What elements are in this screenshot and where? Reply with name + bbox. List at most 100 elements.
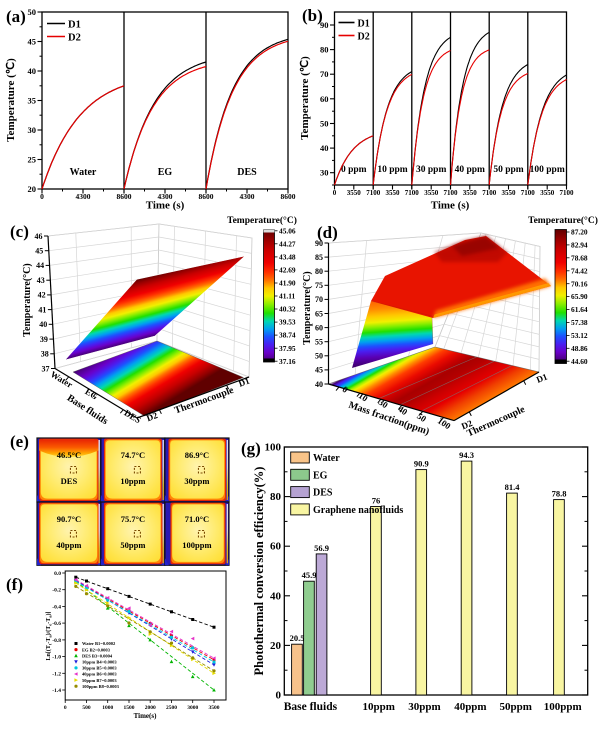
- svg-text:45.9: 45.9: [302, 570, 317, 580]
- svg-text:40: 40: [320, 143, 329, 153]
- svg-text:80: 80: [320, 45, 329, 55]
- svg-text:-0.2: -0.2: [52, 588, 61, 594]
- svg-text:3550: 3550: [424, 189, 439, 197]
- svg-text:50 ppm: 50 ppm: [493, 165, 523, 175]
- svg-text:0: 0: [333, 189, 337, 197]
- svg-text:-0.6: -0.6: [52, 621, 61, 627]
- svg-text:42: 42: [38, 291, 46, 300]
- svg-text:8600: 8600: [117, 192, 132, 201]
- svg-text:25: 25: [28, 155, 37, 165]
- svg-text:Temperature(°C): Temperature(°C): [302, 271, 313, 344]
- svg-text:DES: DES: [313, 488, 333, 499]
- svg-text:65.90: 65.90: [571, 292, 588, 301]
- svg-text:40ppm: 40ppm: [56, 540, 81, 550]
- svg-text:75: 75: [315, 281, 323, 290]
- svg-text:7100: 7100: [560, 189, 575, 197]
- svg-text:50: 50: [315, 352, 323, 361]
- svg-text:45: 45: [315, 366, 323, 375]
- svg-text:80: 80: [315, 267, 323, 276]
- svg-text:0: 0: [276, 690, 282, 702]
- svg-text:10 ppm: 10 ppm: [377, 165, 407, 175]
- svg-text:4300: 4300: [158, 192, 173, 201]
- svg-text:39: 39: [40, 335, 48, 344]
- svg-text:DES: DES: [237, 167, 257, 178]
- svg-text:70: 70: [320, 69, 329, 79]
- svg-text:10ppm B4=0.0003: 10ppm B4=0.0003: [82, 660, 117, 665]
- svg-text:EG: EG: [313, 470, 328, 481]
- svg-text:7100: 7100: [444, 189, 459, 197]
- svg-text:3000: 3000: [187, 705, 198, 711]
- svg-text:7100: 7100: [482, 189, 497, 197]
- svg-text:40 ppm: 40 ppm: [455, 165, 485, 175]
- svg-text:42.69: 42.69: [279, 266, 296, 275]
- svg-text:DES: DES: [61, 476, 78, 486]
- svg-text:Time (s): Time (s): [146, 200, 185, 212]
- svg-text:8600: 8600: [199, 192, 214, 201]
- svg-text:7100: 7100: [405, 189, 420, 197]
- svg-text:-1.2: -1.2: [52, 671, 61, 677]
- svg-text:30: 30: [28, 125, 37, 135]
- svg-text:39.53: 39.53: [279, 318, 296, 327]
- svg-text:1000: 1000: [102, 705, 113, 711]
- svg-text:38.74: 38.74: [279, 331, 296, 340]
- svg-text:90: 90: [320, 20, 329, 30]
- svg-text:50ppm: 50ppm: [120, 540, 145, 550]
- svg-text:76: 76: [372, 496, 381, 506]
- svg-text:3550: 3550: [386, 189, 401, 197]
- svg-text:75.7°C: 75.7°C: [121, 514, 145, 524]
- svg-text:100: 100: [265, 442, 282, 454]
- svg-text:Temperature (℃): Temperature (℃): [299, 56, 311, 140]
- svg-text:7100: 7100: [521, 189, 536, 197]
- svg-text:D2: D2: [358, 32, 370, 43]
- svg-text:56.9: 56.9: [314, 543, 329, 553]
- svg-text:8600: 8600: [281, 192, 296, 201]
- svg-text:40: 40: [28, 66, 37, 76]
- svg-text:1500: 1500: [124, 705, 135, 711]
- svg-text:30: 30: [320, 168, 329, 178]
- svg-text:65: 65: [315, 309, 323, 318]
- svg-text:0.0: 0.0: [54, 571, 61, 577]
- svg-text:81.4: 81.4: [505, 482, 521, 492]
- svg-text:30ppm B5=0.0003: 30ppm B5=0.0003: [82, 666, 117, 671]
- svg-text:D2: D2: [460, 418, 474, 432]
- svg-text:43: 43: [37, 276, 45, 285]
- svg-text:(g): (g): [241, 439, 261, 458]
- svg-text:90.9: 90.9: [414, 459, 429, 469]
- svg-text:78.8: 78.8: [552, 489, 567, 499]
- svg-text:85: 85: [315, 253, 323, 262]
- svg-text:Time(s): Time(s): [134, 712, 157, 720]
- svg-text:74.42: 74.42: [571, 266, 588, 275]
- svg-text:-0.8: -0.8: [52, 638, 61, 644]
- svg-text:40: 40: [39, 320, 47, 329]
- svg-text:70: 70: [315, 295, 323, 304]
- svg-text:30 ppm: 30 ppm: [416, 165, 446, 175]
- svg-text:4300: 4300: [76, 192, 91, 201]
- svg-text:46.5°C: 46.5°C: [57, 450, 81, 460]
- svg-text:100 ppm: 100 ppm: [530, 165, 565, 175]
- svg-text:0: 0: [40, 192, 44, 201]
- svg-text:41.90: 41.90: [279, 279, 296, 288]
- svg-text:-1.4: -1.4: [52, 688, 61, 694]
- svg-text:87.20: 87.20: [571, 228, 588, 237]
- svg-text:20: 20: [270, 640, 282, 652]
- svg-text:(d): (d): [317, 223, 338, 242]
- svg-text:(c): (c): [10, 222, 29, 241]
- svg-text:Base fluids: Base fluids: [284, 701, 338, 713]
- svg-text:55: 55: [315, 338, 323, 347]
- svg-text:Temperature (℃): Temperature (℃): [5, 58, 17, 142]
- svg-text:Water: Water: [70, 167, 97, 178]
- svg-text:Photothermal conversion effici: Photothermal conversion efficiency(%): [252, 467, 266, 676]
- svg-text:D1: D1: [358, 19, 370, 30]
- svg-text:44: 44: [36, 261, 44, 270]
- svg-text:2500: 2500: [166, 705, 177, 711]
- svg-text:Water: Water: [313, 453, 340, 464]
- svg-text:3550: 3550: [502, 189, 517, 197]
- svg-text:10ppm: 10ppm: [362, 701, 394, 713]
- svg-text:DES B3=0.0004: DES B3=0.0004: [82, 653, 113, 658]
- svg-text:Temperature(°C): Temperature(°C): [22, 263, 33, 336]
- svg-text:20: 20: [28, 184, 37, 194]
- svg-text:50: 50: [28, 7, 37, 17]
- svg-text:20.5: 20.5: [290, 633, 305, 643]
- svg-text:(b): (b): [302, 6, 323, 25]
- svg-text:48.86: 48.86: [571, 344, 588, 353]
